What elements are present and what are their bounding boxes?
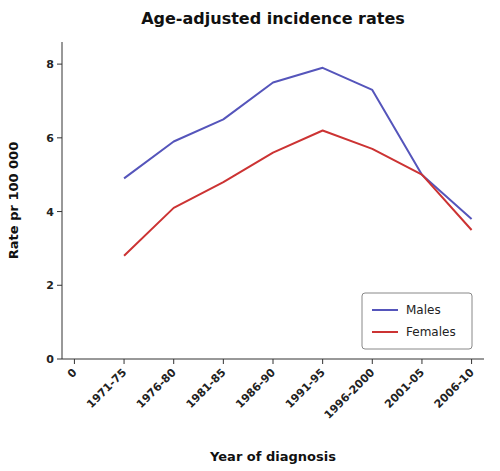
y-tick [57,64,62,65]
series-line [124,130,472,255]
legend-label: Females [406,325,456,339]
x-tick [273,359,274,364]
x-tick [223,359,224,364]
x-tick-label: 2006-10 [432,366,477,411]
y-tick [57,137,62,138]
y-tick-label: 6 [46,132,54,145]
x-tick-label: 1981-85 [184,366,229,411]
legend-swatch [372,331,398,333]
title: Age-adjusted incidence rates [141,9,405,28]
x-tick-label: 1976-80 [134,366,179,411]
y-tick [57,285,62,286]
y-tick-label: 8 [46,58,54,71]
x-tick [471,359,472,364]
x-tick [124,359,125,364]
y-tick [57,211,62,212]
plot-area [124,68,472,256]
x-axis-label: Year of diagnosis [209,449,336,464]
legend-box [362,293,472,349]
y-tick-label: 4 [46,206,54,219]
x-tick-label: 1996-2000 [322,366,378,422]
legend: Males Females [362,293,472,349]
chart: 0 2 4 6 8 0 1971-751976-801981-851986-901991-9… [0,0,500,471]
x-tick-label: 1991-95 [283,366,328,411]
legend-swatch [372,309,398,311]
x-tick-label: 0 [65,366,80,381]
x-tick-label: 2001-05 [382,366,427,411]
x-tick [372,359,373,364]
y-tick-label: 2 [46,279,54,292]
series-line [124,68,472,219]
x-tick-label: 1986-90 [233,366,278,411]
y-axis-line [62,42,63,359]
x-tick [421,359,422,364]
x-tick [322,359,323,364]
x-tick [173,359,174,364]
y-tick-label: 0 [46,353,54,366]
y-axis-label: Rate pr 100 000 [6,142,21,259]
x-tick [74,359,75,364]
y-tick [57,359,62,360]
x-tick-label: 1971-75 [84,366,129,411]
legend-label: Males [406,303,441,317]
